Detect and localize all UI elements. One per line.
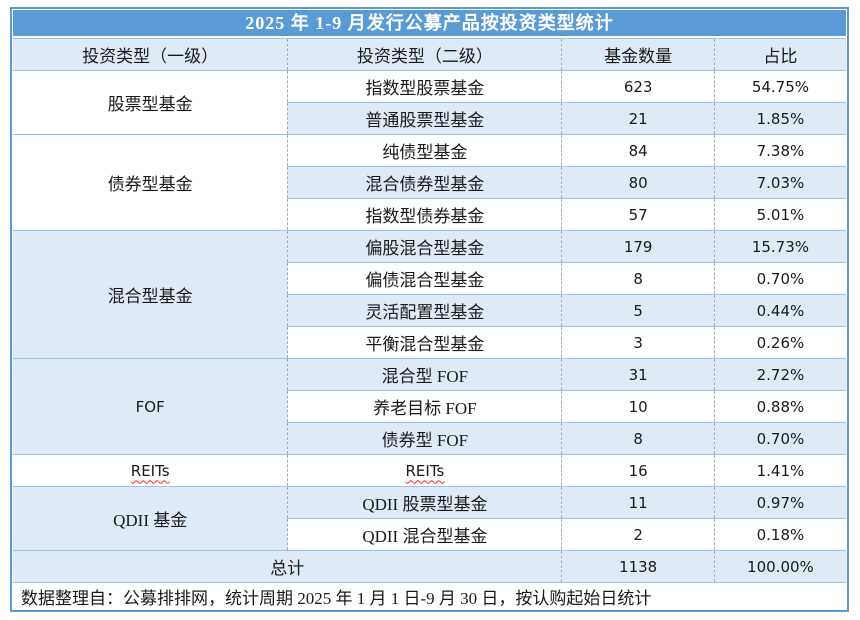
subtype-cell: 混合债券型基金 — [287, 166, 562, 199]
share-cell: 2.72% — [713, 358, 846, 391]
subtype-cell: 债券型 FOF — [287, 422, 562, 455]
count-cell: 16 — [561, 454, 715, 487]
count-cell: 57 — [561, 198, 715, 231]
count-cell: 21 — [561, 102, 715, 135]
footnote-row: 数据整理自：公募排排网，统计周期 2025 年 1 月 1 日-9 月 30 日… — [13, 582, 846, 610]
subtype-cell: QDII 混合型基金 — [287, 518, 562, 551]
share-cell: 0.70% — [713, 422, 846, 455]
count-cell: 8 — [561, 422, 715, 455]
count-cell: 5 — [561, 294, 715, 327]
category-cell-equity: 股票型基金 — [13, 70, 288, 135]
reits-label-misspelled: REITs — [405, 461, 445, 480]
share-cell: 15.73% — [713, 230, 846, 263]
total-label-cell: 总计 — [13, 550, 562, 583]
table-title: 2025 年 1-9 月发行公募产品按投资类型统计 — [13, 10, 846, 36]
table-row: 混合型基金 偏股混合型基金 179 15.73% — [13, 230, 846, 359]
subtype-cell: 混合型 FOF — [287, 358, 562, 391]
count-cell: 80 — [561, 166, 715, 199]
table-row: 养老目标 FOF 10 0.88% — [13, 390, 846, 423]
count-cell: 84 — [561, 134, 715, 167]
category-cell-reits: REITs — [13, 454, 288, 487]
share-cell: 0.44% — [713, 294, 846, 327]
subtype-cell: 偏债混合型基金 — [287, 262, 562, 295]
total-share-cell: 100.00% — [713, 550, 846, 583]
subtype-cell: QDII 股票型基金 — [287, 486, 562, 519]
count-cell: 8 — [561, 262, 715, 295]
share-cell: 0.88% — [713, 390, 846, 423]
table-row: 普通股票型基金 21 1.85% — [13, 102, 846, 135]
fund-type-statistics-table: 投资类型（一级） 投资类型（二级） 基金数量 占比 股票型基金 指数型股票基金 … — [13, 38, 846, 610]
subtype-cell: 指数型股票基金 — [287, 70, 562, 103]
subtype-cell: 灵活配置型基金 — [287, 294, 562, 327]
statistics-table-sheet: 2025 年 1-9 月发行公募产品按投资类型统计 投资类型（一级） 投资类型（… — [10, 7, 849, 612]
table-row: QDII 混合型基金 2 0.18% — [13, 518, 846, 551]
share-cell: 5.01% — [713, 198, 846, 231]
subtype-cell: 普通股票型基金 — [287, 102, 562, 135]
subtype-cell: REITs — [287, 454, 562, 487]
share-cell: 54.75% — [713, 70, 846, 103]
category-cell-qdii: QDII 基金 — [13, 486, 288, 551]
data-source-note: 数据整理自：公募排排网，统计周期 2025 年 1 月 1 日-9 月 30 日… — [13, 582, 846, 610]
table-row: 债券型基金 纯债型基金 84 7.38% — [13, 134, 846, 231]
table-row: 偏债混合型基金 8 0.70% — [13, 262, 846, 295]
share-cell: 1.85% — [713, 102, 846, 135]
subtype-cell: 养老目标 FOF — [287, 390, 562, 423]
count-cell: 2 — [561, 518, 715, 551]
share-cell: 0.18% — [713, 518, 846, 551]
share-cell: 0.26% — [713, 326, 846, 359]
total-count-cell: 1138 — [561, 550, 715, 583]
count-cell: 179 — [561, 230, 715, 263]
table-row: REITs REITs 16 1.41% — [13, 454, 846, 487]
share-cell: 1.41% — [713, 454, 846, 487]
subtype-cell: 纯债型基金 — [287, 134, 562, 167]
share-cell: 7.38% — [713, 134, 846, 167]
category-cell-hybrid: 混合型基金 — [13, 230, 288, 359]
share-cell: 0.70% — [713, 262, 846, 295]
count-cell: 623 — [561, 70, 715, 103]
column-header-fund-count: 基金数量 — [561, 38, 715, 71]
table-row: 指数型债券基金 57 5.01% — [13, 198, 846, 231]
table-row: 混合债券型基金 80 7.03% — [13, 166, 846, 199]
table-header-row: 投资类型（一级） 投资类型（二级） 基金数量 占比 — [13, 38, 846, 71]
count-cell: 31 — [561, 358, 715, 391]
column-header-investment-type-level1: 投资类型（一级） — [13, 38, 288, 71]
category-cell-bond: 债券型基金 — [13, 134, 288, 231]
category-cell-fof: FOF — [13, 358, 288, 455]
total-row: 总计 1138 100.00% — [13, 550, 846, 583]
count-cell: 11 — [561, 486, 715, 519]
subtype-cell: 偏股混合型基金 — [287, 230, 562, 263]
column-header-investment-type-level2: 投资类型（二级） — [287, 38, 562, 71]
reits-label-misspelled: REITs — [130, 461, 170, 480]
table-row: FOF 混合型 FOF 31 2.72% — [13, 358, 846, 455]
subtype-cell: 平衡混合型基金 — [287, 326, 562, 359]
table-row: QDII 基金 QDII 股票型基金 11 0.97% — [13, 486, 846, 551]
table-row: 股票型基金 指数型股票基金 623 54.75% — [13, 70, 846, 135]
table-row: 平衡混合型基金 3 0.26% — [13, 326, 846, 359]
count-cell: 10 — [561, 390, 715, 423]
share-cell: 7.03% — [713, 166, 846, 199]
count-cell: 3 — [561, 326, 715, 359]
table-row: 灵活配置型基金 5 0.44% — [13, 294, 846, 327]
subtype-cell: 指数型债券基金 — [287, 198, 562, 231]
share-cell: 0.97% — [713, 486, 846, 519]
column-header-share: 占比 — [713, 38, 846, 71]
table-row: 债券型 FOF 8 0.70% — [13, 422, 846, 455]
